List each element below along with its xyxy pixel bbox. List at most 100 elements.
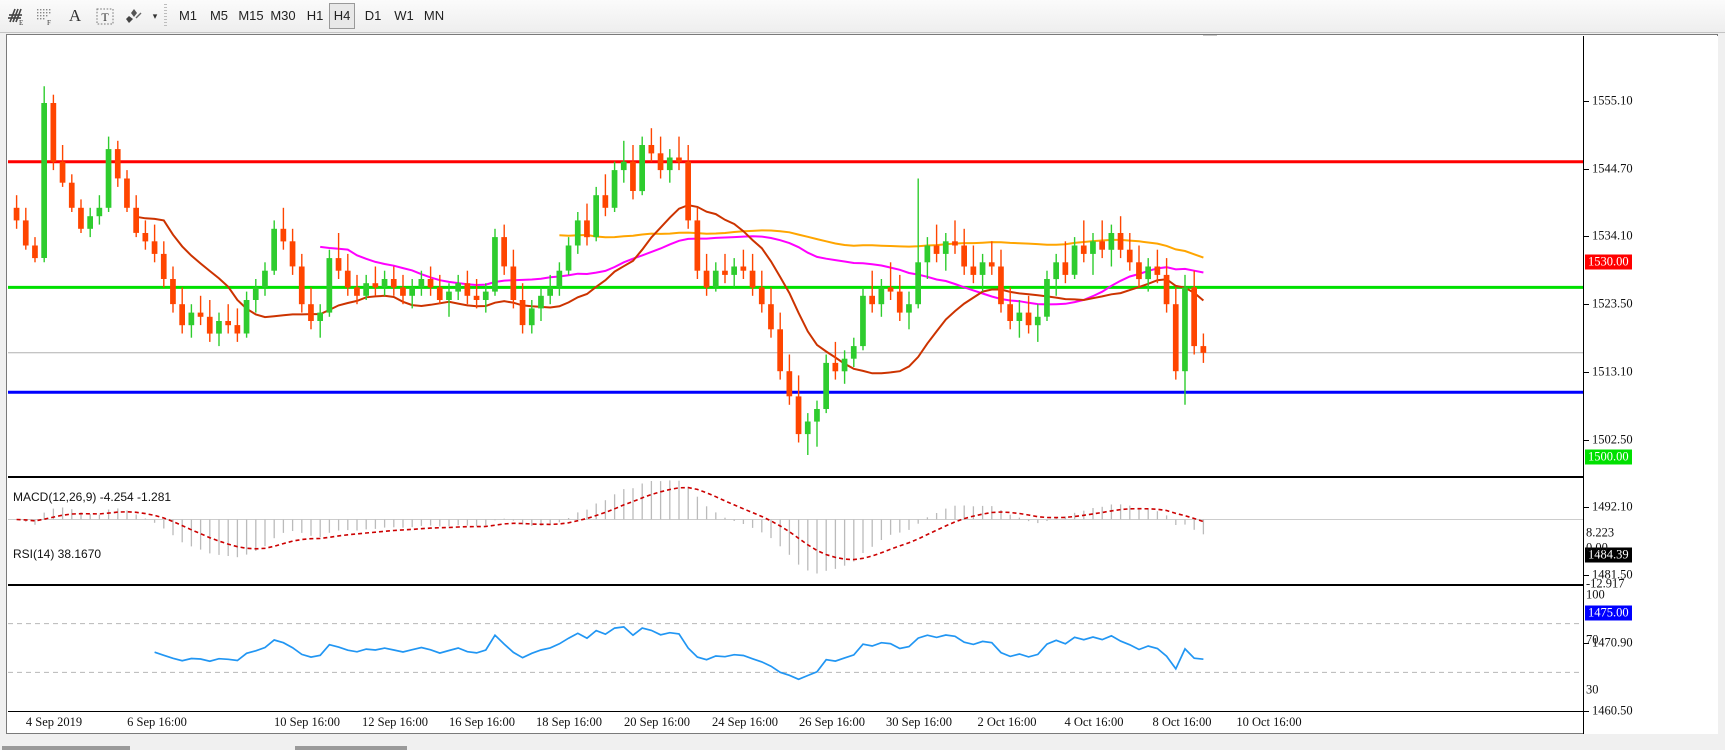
candle-body [400, 287, 406, 296]
price-tick-label: 1555.10 [1592, 93, 1633, 108]
price-tick-label: 1470.90 [1592, 635, 1633, 650]
candle-body [924, 245, 931, 263]
text-object-icon[interactable]: T [92, 3, 118, 29]
candle-body [593, 195, 599, 238]
crosshair-grid-icon[interactable]: F [32, 3, 58, 29]
candle-body [206, 316, 213, 334]
time-axis[interactable]: 4 Sep 2019 6 Sep 16:00 10 Sep 16:00 12 Sep … [8, 711, 1583, 733]
price-tick [1584, 440, 1589, 441]
time-axis-label: 4 Sep 2019 [25, 715, 83, 729]
price-tick [1584, 169, 1589, 170]
objects-icon[interactable] [122, 3, 148, 29]
candle-body [59, 161, 66, 183]
price-pane[interactable] [8, 36, 1583, 476]
tab-timeframe-m15[interactable]: M15 [238, 8, 264, 23]
pane-separator-1[interactable] [8, 476, 1583, 478]
candle-body [151, 241, 158, 254]
candle-body [804, 421, 811, 435]
macd-tick-label: 8.223 [1586, 525, 1615, 540]
pane-separator-2[interactable] [8, 584, 1583, 586]
candle-body [160, 253, 167, 279]
price-tick [1584, 304, 1589, 305]
rsi-pane[interactable] [8, 587, 1583, 709]
macd-chart-svg[interactable] [8, 479, 1583, 583]
candle-body [41, 103, 47, 258]
candle-body [1108, 233, 1115, 250]
time-axis-label: 12 Sep 16:00 [362, 715, 428, 729]
candle-body [639, 145, 645, 192]
candle-body [1136, 262, 1142, 280]
macd-pane[interactable] [8, 479, 1583, 583]
ma-orange-line [559, 229, 1204, 259]
candle-body [510, 266, 517, 300]
candle-body [942, 241, 949, 254]
price-chart-svg[interactable] [8, 36, 1583, 476]
tab-timeframe-d1[interactable]: D1 [364, 8, 382, 23]
candle-body [1071, 245, 1078, 275]
candle-body [50, 103, 57, 162]
chart-tab-strip[interactable] [295, 746, 407, 750]
candle-body [363, 283, 369, 296]
macd-tick-label: 0.00 [1586, 540, 1608, 555]
candle-body [1154, 266, 1161, 275]
candle-body [464, 283, 471, 296]
candle-body [988, 262, 995, 267]
candle-body [795, 396, 802, 435]
price-tick-label: 1460.50 [1592, 703, 1633, 718]
candle-body [78, 207, 84, 229]
ma-red-line [136, 204, 1205, 375]
candle-body [1062, 262, 1069, 275]
candle-body [1025, 312, 1032, 326]
text-label-icon[interactable]: A [68, 6, 82, 25]
macd-signal-line [16, 486, 1204, 561]
price-tick-label: 1481.50 [1592, 567, 1633, 582]
candle-body [280, 228, 287, 242]
candle-body [740, 266, 747, 271]
price-tick-label: 1523.50 [1592, 296, 1633, 311]
main-toolbar: E F A [0, 0, 1725, 33]
horizontal-scrollbar[interactable] [2, 746, 130, 750]
candle-body [32, 245, 38, 259]
chart-window[interactable]: ▲XAUUSD-,H4 1484.00 1484.46 1483.56 1484… [6, 34, 1718, 734]
price-tick-label: 1492.10 [1592, 499, 1633, 514]
tab-timeframe-h4[interactable]: H4 [329, 3, 355, 29]
candle-body [712, 270, 719, 288]
candle-body [666, 157, 673, 171]
candle-body [887, 287, 894, 292]
objects-dropdown-icon[interactable]: ▾ [152, 10, 158, 21]
time-axis-label: 30 Sep 16:00 [886, 715, 952, 729]
time-axis-label: 18 Sep 16:00 [536, 715, 602, 729]
candle-body [1044, 279, 1050, 317]
tab-timeframe-mn[interactable]: MN [423, 8, 445, 23]
tab-timeframe-m30[interactable]: M30 [270, 8, 296, 23]
candle-body [584, 220, 590, 238]
candle-body [915, 262, 921, 305]
rsi-tick-label: 70 [1586, 632, 1599, 647]
candle-body [860, 295, 866, 347]
tab-timeframe-h1[interactable]: H1 [306, 8, 324, 23]
macd-tick-label: -12.917 [1586, 576, 1625, 591]
rsi-chart-svg[interactable] [8, 587, 1583, 709]
candle-body [455, 283, 461, 292]
candle-body [703, 270, 710, 288]
candle-body [556, 270, 563, 288]
candle-body [1172, 304, 1179, 372]
tab-timeframe-m1[interactable]: M1 [178, 8, 198, 23]
candle-body [114, 149, 121, 179]
candle-body [786, 371, 793, 397]
candle-body [611, 170, 618, 208]
candle-body [234, 325, 241, 334]
price-scale[interactable]: 1555.10 1544.70 1534.10 1523.50 1513.10 1502.… [1583, 36, 1718, 734]
tab-timeframe-m5[interactable]: M5 [209, 8, 229, 23]
candle-body [326, 258, 333, 313]
candle-body [896, 291, 903, 313]
rsi-tick-label: 30 [1586, 682, 1599, 697]
candle-body [335, 258, 342, 271]
candle-body [538, 295, 544, 309]
candle-body [1099, 241, 1105, 250]
tab-timeframe-w1[interactable]: W1 [394, 8, 414, 23]
rsi-tick-label: 100 [1586, 587, 1605, 602]
indicators-icon[interactable]: E [4, 3, 30, 29]
candle-body [878, 287, 885, 305]
price-tick [1584, 372, 1589, 373]
